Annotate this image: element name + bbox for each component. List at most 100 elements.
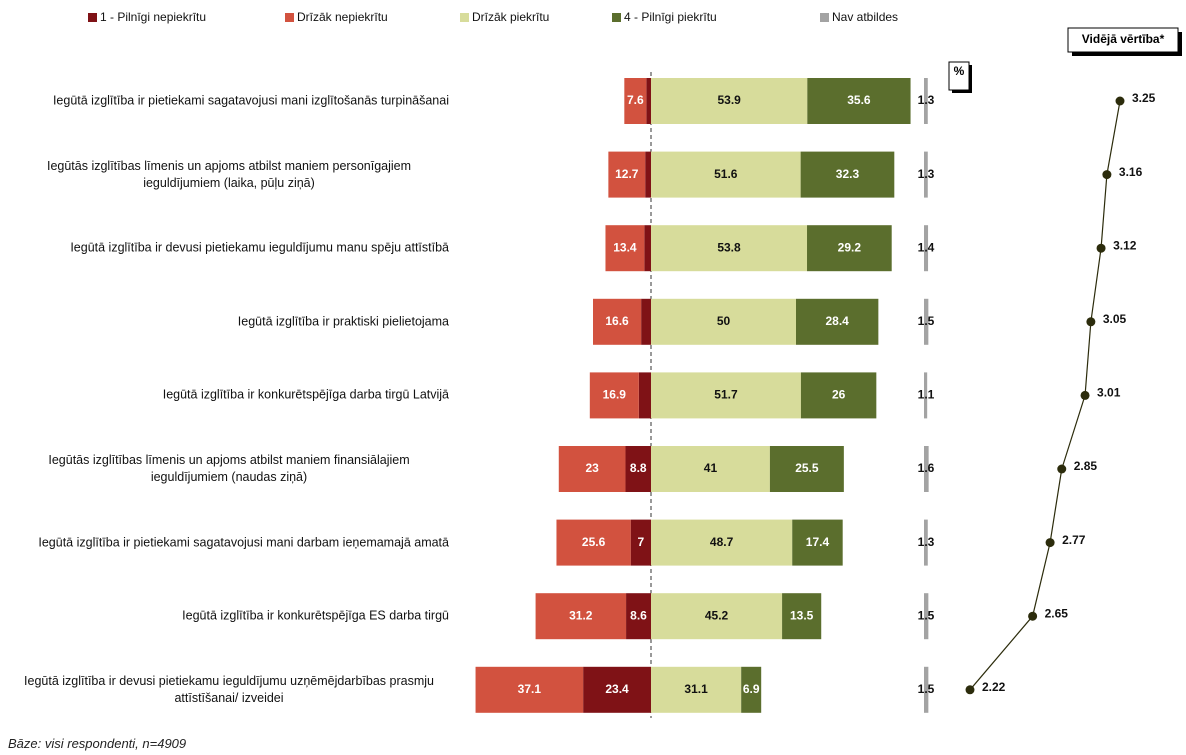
- bar: [651, 372, 801, 419]
- bar: [796, 298, 879, 345]
- category-label: Iegūtā izglītība ir devusi pietiekamu ie…: [0, 240, 449, 257]
- bar: [624, 78, 647, 124]
- category-text: Iegūtā izglītība ir pietiekami sagatavoj…: [52, 93, 449, 108]
- bar: [638, 372, 651, 419]
- unit-label: %: [954, 64, 965, 78]
- category-text: Iegūtā izglītība ir praktiski pielietoja…: [237, 314, 449, 329]
- value-label: 8.8: [630, 461, 647, 475]
- bar: [626, 593, 651, 640]
- value-label: 7: [638, 535, 645, 549]
- bar: [644, 225, 651, 272]
- value-label: 7.6: [627, 93, 644, 107]
- bar: [625, 446, 651, 492]
- bar: [558, 446, 626, 492]
- bar: [641, 298, 651, 345]
- bar: [924, 151, 928, 198]
- value-label: 1.6: [918, 461, 935, 475]
- value-label: 6.9: [743, 682, 760, 696]
- value-label: 32.3: [836, 167, 860, 181]
- value-label: 8.6: [630, 608, 647, 622]
- value-label: 37.1: [518, 682, 542, 696]
- value-label: 25.6: [582, 535, 606, 549]
- bar: [651, 298, 796, 345]
- value-label: 31.1: [684, 682, 708, 696]
- bar: [924, 519, 928, 566]
- legend-swatch: [820, 13, 829, 22]
- category-text: Iegūtā izglītība ir devusi pietiekamu ie…: [70, 240, 449, 255]
- value-label: 31.2: [569, 608, 593, 622]
- bar: [782, 593, 822, 640]
- bar: [807, 225, 892, 272]
- category-label: Iegūtā izglītība ir konkurētspējīga darb…: [0, 387, 449, 404]
- value-label: 17.4: [806, 535, 830, 549]
- footnote: Bāze: visi respondenti, n=4909: [8, 736, 187, 751]
- value-label: 16.9: [603, 388, 627, 402]
- bar: [651, 666, 742, 713]
- mean-label: 2.22: [982, 680, 1006, 694]
- value-label: 51.7: [714, 388, 738, 402]
- mean-label: 2.65: [1045, 606, 1069, 620]
- mean-label: 3.01: [1097, 386, 1121, 400]
- value-label: 53.8: [717, 240, 741, 254]
- bar: [589, 372, 639, 419]
- value-label: 23.4: [605, 682, 629, 696]
- bar: [608, 151, 646, 198]
- bar: [605, 225, 645, 272]
- value-label: 1.3: [918, 167, 935, 181]
- mean-title-box: [1067, 27, 1179, 53]
- legend-swatch: [88, 13, 97, 22]
- bar: [651, 225, 808, 272]
- legend-label: Nav atbildes: [832, 10, 898, 24]
- bar: [924, 593, 929, 640]
- category-label: Iegūtā izglītība ir praktiski pielietoja…: [0, 313, 449, 330]
- mean-point: [1115, 96, 1125, 106]
- bar: [807, 78, 911, 124]
- value-label: 48.7: [710, 535, 734, 549]
- category-label: Iegūtā izglītība ir konkurētspējīga ES d…: [0, 608, 449, 625]
- mean-label: 2.85: [1074, 459, 1098, 473]
- mean-title: Vidējā vērtība*: [1082, 32, 1165, 46]
- bar: [630, 519, 651, 566]
- mean-point: [1080, 390, 1090, 400]
- value-label: 23: [585, 461, 599, 475]
- unit-box: [948, 61, 970, 91]
- value-label: 41: [704, 461, 718, 475]
- bar: [924, 78, 928, 124]
- bar: [924, 225, 929, 272]
- value-label: 45.2: [705, 608, 729, 622]
- bar: [800, 151, 895, 198]
- value-label: 1.3: [918, 535, 935, 549]
- legend-label: 1 - Pilnīgi nepiekrītu: [100, 10, 206, 24]
- value-label: 53.9: [717, 93, 741, 107]
- category-text: Iegūtā izglītība ir konkurētspējīga darb…: [162, 387, 449, 402]
- category-label: Iegūtās izglītības līmenis un apjoms atb…: [0, 158, 449, 192]
- value-label: 12.7: [615, 167, 639, 181]
- category-text: Iegūtā izglītība ir pietiekami sagatavoj…: [38, 535, 449, 550]
- mean-point: [1028, 611, 1038, 621]
- legend-swatch: [285, 13, 294, 22]
- mean-point: [1096, 243, 1106, 253]
- value-label: 13.4: [613, 240, 637, 254]
- value-label: 1.5: [918, 682, 935, 696]
- legend-label: Drīzāk piekrītu: [472, 10, 549, 24]
- value-label: 50: [717, 314, 731, 328]
- bar: [924, 666, 929, 713]
- mean-point: [1086, 317, 1096, 327]
- bar: [583, 666, 651, 713]
- value-label: 29.2: [838, 240, 862, 254]
- bar: [924, 372, 928, 419]
- value-label: 25.5: [795, 461, 819, 475]
- category-text: Iegūtā izglītība ir konkurētspējīga ES d…: [182, 608, 449, 623]
- value-label: 51.6: [714, 167, 738, 181]
- bar: [741, 666, 762, 713]
- value-label: 1.5: [918, 314, 935, 328]
- bar: [924, 298, 929, 345]
- bar: [800, 372, 877, 419]
- mean-point: [1045, 538, 1055, 548]
- category-text: Iegūtā izglītība ir devusi pietiekamu ie…: [24, 673, 434, 705]
- legend-swatch: [460, 13, 469, 22]
- bar: [646, 78, 651, 124]
- mean-label: 2.77: [1062, 533, 1086, 547]
- category-text: Iegūtās izglītības līmenis un apjoms atb…: [48, 453, 410, 484]
